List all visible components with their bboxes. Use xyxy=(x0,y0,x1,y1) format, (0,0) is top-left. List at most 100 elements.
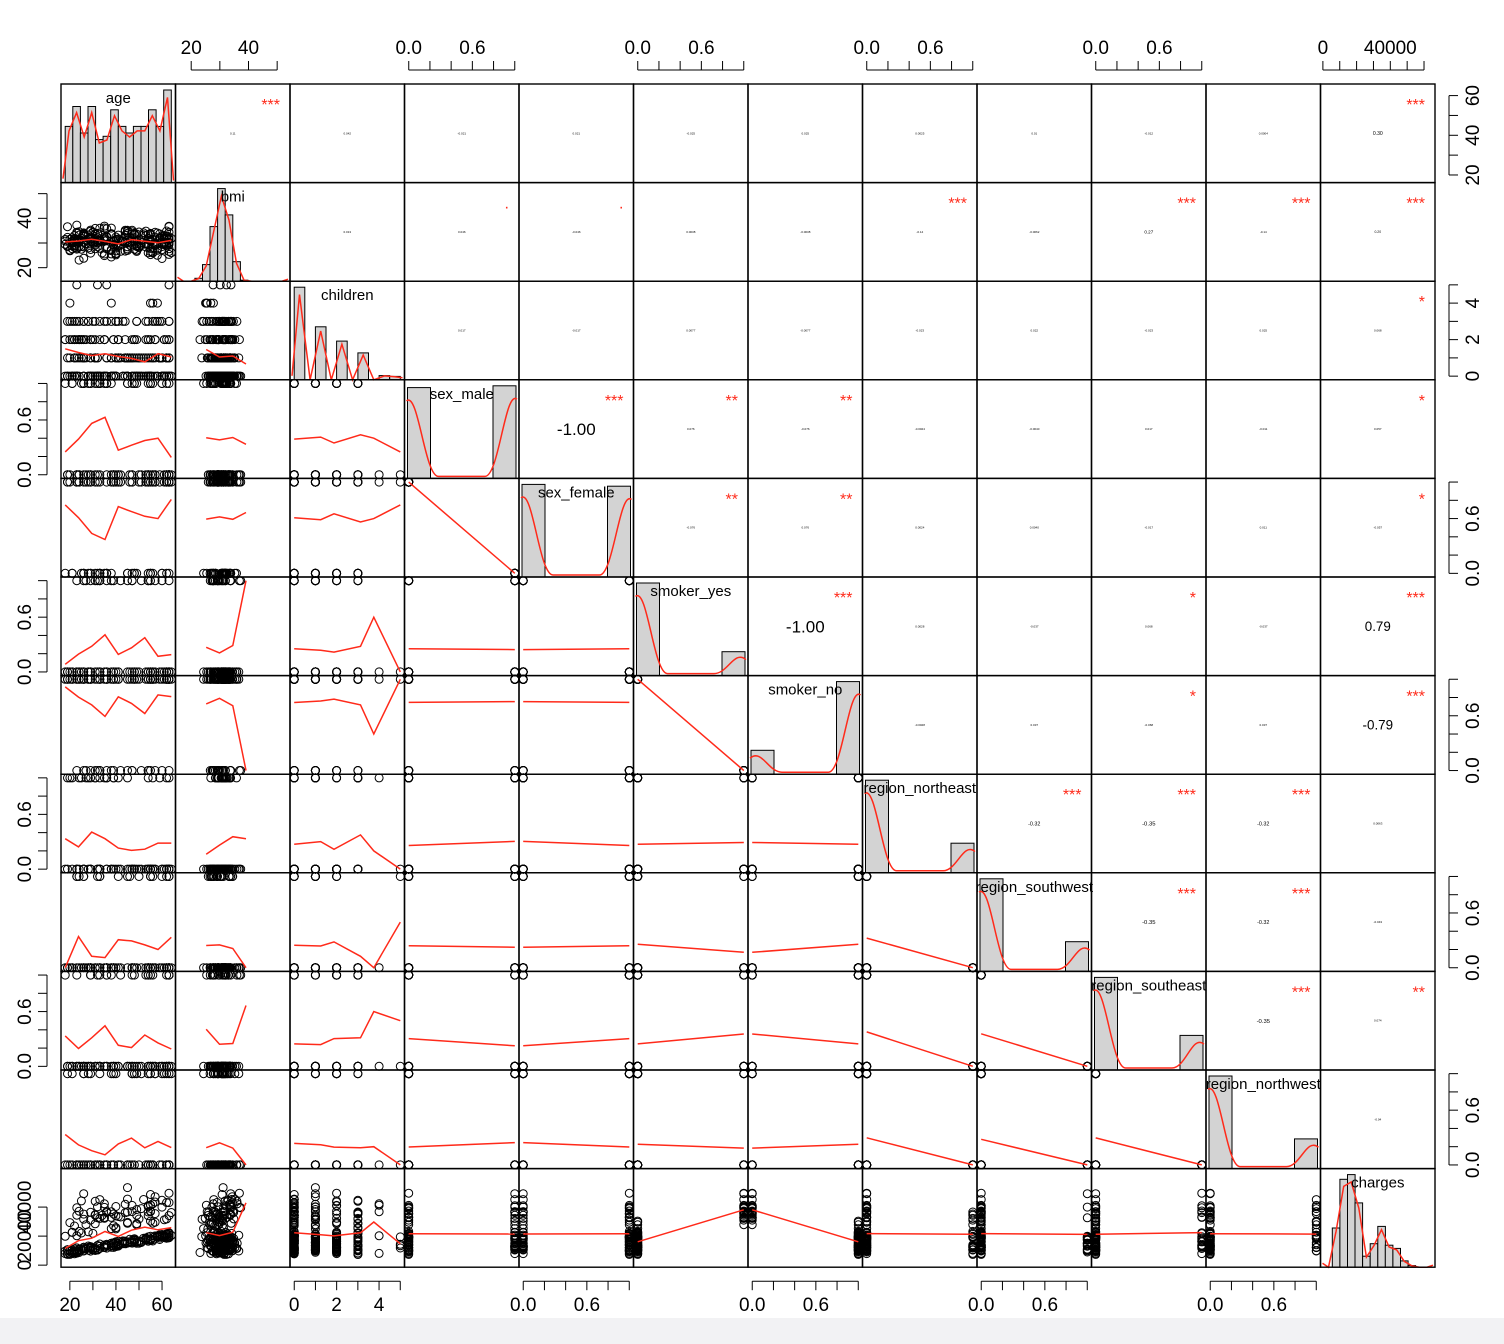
fit-line xyxy=(294,615,401,673)
scatter-point xyxy=(518,576,528,586)
scatter-point xyxy=(747,872,757,881)
scatter-point xyxy=(220,316,230,326)
scatter-point xyxy=(518,970,528,980)
scatter-point xyxy=(106,316,116,326)
fit-line xyxy=(64,633,172,665)
scatter-point xyxy=(113,316,123,326)
scatter-point xyxy=(374,470,384,480)
scatter-point xyxy=(76,233,86,243)
scatter-point xyxy=(404,1061,414,1071)
scatter-cell-region_southwest-vs-region_northeast xyxy=(862,872,978,973)
scatter-point xyxy=(225,335,235,345)
scatter-point xyxy=(310,477,320,487)
scatter-point xyxy=(65,353,75,363)
scatter-point xyxy=(70,353,79,363)
scatter-cell-smoker_no-vs-sex_male xyxy=(404,674,520,775)
fit-line xyxy=(294,833,401,870)
scatter-point xyxy=(141,335,151,345)
scatter-point xyxy=(162,335,172,345)
scatter-point xyxy=(157,316,167,326)
scatter-point xyxy=(79,253,89,263)
scatter-point xyxy=(395,470,405,480)
scatter-point xyxy=(134,227,144,237)
scatter-point xyxy=(146,353,155,363)
scatter-point xyxy=(624,766,634,775)
fit-line xyxy=(294,504,401,523)
scatter-point xyxy=(106,249,116,259)
scatter-point xyxy=(220,335,230,345)
fit-line xyxy=(408,700,515,704)
scatter-point xyxy=(65,335,75,345)
fit-line xyxy=(205,580,247,654)
scatter-point xyxy=(152,316,162,326)
scatter-point xyxy=(67,335,77,345)
scatter-point xyxy=(404,766,414,775)
scatter-point xyxy=(102,232,112,242)
fit-line xyxy=(637,943,744,954)
scatter-point xyxy=(853,864,863,874)
fit-line xyxy=(408,1141,515,1148)
scatter-point xyxy=(310,1160,320,1170)
fit-line xyxy=(408,1037,515,1047)
scatter-point xyxy=(739,963,749,973)
scatter-point xyxy=(862,970,872,980)
fit-line xyxy=(64,686,172,718)
scatter-point xyxy=(289,1061,299,1071)
scatter-point xyxy=(162,353,172,363)
scatter-point xyxy=(90,353,100,363)
scatter-point xyxy=(862,872,872,881)
scatter-point xyxy=(510,970,520,980)
scatter-point xyxy=(624,970,634,980)
scatter-point xyxy=(200,335,210,345)
scatter-point xyxy=(210,335,220,345)
scatter-point xyxy=(95,335,105,345)
scatter-point xyxy=(332,379,342,388)
scatter-point xyxy=(93,353,102,363)
scatter-point xyxy=(289,1160,299,1170)
scatter-point xyxy=(150,316,160,326)
scatter-point xyxy=(143,335,153,345)
fit-line xyxy=(294,678,401,736)
fit-line xyxy=(64,1024,172,1050)
scatter-cell-region_northwest-vs-sex_female xyxy=(518,1069,634,1170)
scatter-point xyxy=(164,316,174,326)
fit-line xyxy=(294,921,401,969)
scatter-point xyxy=(289,667,299,677)
scatter-point xyxy=(146,335,155,345)
scatter-cell-region_southwest-vs-bmi xyxy=(199,872,247,973)
scatter-point xyxy=(404,576,414,586)
scatter-point xyxy=(404,674,414,684)
scatter-point xyxy=(353,1160,363,1170)
fit-line xyxy=(637,678,745,772)
scatter-point xyxy=(739,970,749,980)
scatter-point xyxy=(123,773,132,783)
scatter-point xyxy=(353,963,363,973)
scatter-point xyxy=(106,298,116,308)
fit-line xyxy=(980,1033,1088,1068)
scatter-point xyxy=(129,229,139,239)
scatter-point xyxy=(395,872,405,881)
scatter-point xyxy=(332,477,342,487)
scatter-point xyxy=(739,872,749,881)
scatter-point xyxy=(353,477,363,487)
fit-line xyxy=(64,498,172,541)
scatter-point xyxy=(136,353,146,363)
scatter-point xyxy=(395,477,405,487)
scatter-point xyxy=(111,316,121,326)
scatter-point xyxy=(310,470,320,480)
scatter-point xyxy=(202,316,212,326)
scatter-point xyxy=(374,667,384,677)
scatter-point xyxy=(106,970,116,980)
fit-line xyxy=(205,348,247,365)
scatter-cell-region_southwest-vs-smoker_no xyxy=(747,872,863,973)
scatter-point xyxy=(747,970,757,980)
scatter-point xyxy=(510,766,520,775)
scatter-point xyxy=(633,963,643,973)
scatter-point xyxy=(225,353,234,363)
scatter-cell-region_northeast-vs-bmi xyxy=(199,773,247,874)
scatter-point xyxy=(72,220,82,230)
fit-line xyxy=(294,1010,401,1046)
scatter-point xyxy=(289,1069,299,1079)
scatter-point xyxy=(332,667,342,677)
scatter-point xyxy=(510,1160,520,1170)
